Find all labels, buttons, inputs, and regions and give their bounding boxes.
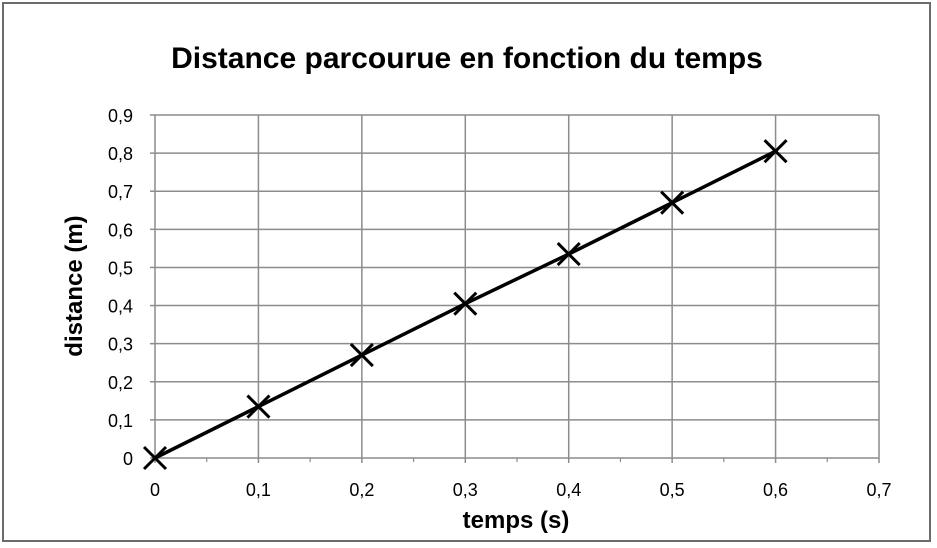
x-tick-label: 0,2 bbox=[349, 480, 374, 500]
data-point-marker bbox=[763, 139, 788, 164]
grid bbox=[155, 114, 880, 458]
x-tick-label: 0 bbox=[150, 480, 160, 500]
y-tick-label: 0,3 bbox=[108, 335, 133, 355]
marker-stroke bbox=[660, 190, 685, 215]
marker-stroke bbox=[142, 445, 168, 471]
marker-stroke bbox=[763, 139, 788, 164]
y-tick-label: 0,4 bbox=[108, 297, 133, 317]
y-tick-label: 0,7 bbox=[108, 182, 133, 202]
y-tick-label: 0,2 bbox=[108, 373, 133, 393]
y-tick-label: 0,6 bbox=[108, 220, 133, 240]
data-point-marker bbox=[349, 343, 374, 368]
x-tick-label: 0,3 bbox=[453, 480, 478, 500]
data-point-marker bbox=[660, 190, 685, 215]
data-point-marker bbox=[246, 394, 271, 419]
y-axis-title: distance (m) bbox=[61, 215, 88, 356]
chart-title: Distance parcourue en fonction du temps bbox=[171, 42, 763, 75]
marker-stroke bbox=[349, 343, 374, 368]
x-tick-label: 0,1 bbox=[246, 480, 271, 500]
data-point-marker bbox=[142, 445, 168, 471]
marker-stroke bbox=[246, 394, 271, 419]
y-tick-label: 0,1 bbox=[108, 411, 133, 431]
series bbox=[142, 139, 788, 471]
x-tick-label: 0,4 bbox=[556, 480, 581, 500]
axes bbox=[150, 114, 880, 463]
data-point-marker bbox=[556, 242, 581, 267]
x-tick-label: 0,5 bbox=[660, 480, 685, 500]
tick-labels: 0 0,1 0,2 0,3 0,4 0,5 0,6 0,7 0 0,1 0,2 0,3 0,4 0,5 0,… bbox=[108, 106, 892, 500]
y-tick-label: 0,9 bbox=[108, 106, 133, 126]
y-tick-label: 0 bbox=[123, 449, 133, 469]
y-tick-label: 0,5 bbox=[108, 258, 133, 278]
marker-stroke bbox=[453, 291, 478, 316]
x-tick-label: 0,7 bbox=[866, 480, 891, 500]
x-tick-label: 0,6 bbox=[763, 480, 788, 500]
x-axis-title: temps (s) bbox=[463, 507, 570, 534]
y-tick-label: 0,8 bbox=[108, 144, 133, 164]
data-point-marker bbox=[453, 291, 478, 316]
marker-stroke bbox=[556, 242, 581, 267]
